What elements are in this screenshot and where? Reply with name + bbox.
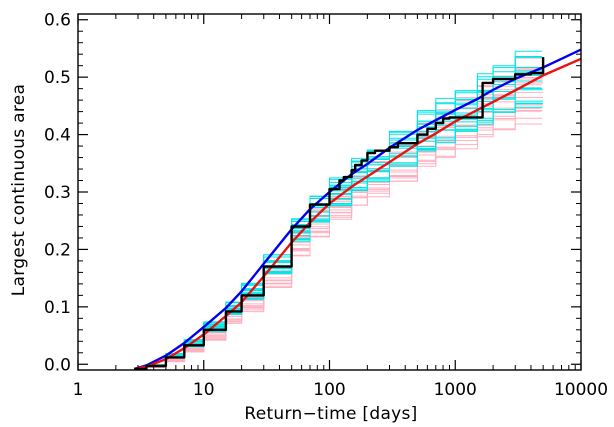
- x-tick-label: 1: [73, 380, 84, 400]
- pink-ensemble-line: [134, 67, 542, 370]
- x-tick-label: 10: [193, 380, 215, 400]
- pink-ensemble-line: [134, 110, 542, 370]
- series-layer: [133, 48, 582, 371]
- x-axis-label: Return−time [days]: [244, 404, 417, 424]
- pink-ensemble-line: [134, 77, 542, 370]
- cyan-ensemble-line: [134, 106, 543, 370]
- pink-ensemble-line: [134, 107, 542, 370]
- y-tick-label: 0.2: [44, 240, 71, 260]
- x-tick-label: 10000: [554, 380, 608, 400]
- cyan-ensemble-line: [134, 70, 543, 370]
- cyan-ensemble-line: [134, 100, 543, 370]
- labels-layer: Return−time [days] Largest continuous ar…: [9, 84, 417, 424]
- cyan-ensemble-line: [134, 102, 543, 370]
- axes-layer: 1 10 100 1000 10000 0.0 0.1 0.2 0.3 0.4 0.5 0.6: [44, 11, 608, 400]
- pink-ensemble-line: [134, 123, 543, 370]
- pink-ensemble-line: [134, 104, 543, 370]
- pink-ensemble-line: [134, 91, 543, 370]
- cyan-ensemble-line: [134, 88, 542, 370]
- pink-ensemble-line: [134, 97, 543, 370]
- black-series-line: [134, 57, 545, 371]
- y-tick-label: 0.0: [44, 355, 71, 375]
- y-tick-label: 0.5: [44, 68, 71, 88]
- cyan-ensemble-line: [134, 103, 543, 370]
- y-tick-label: 0.1: [44, 298, 71, 318]
- cyan-ensemble-line: [134, 74, 543, 370]
- red-series-line: [133, 57, 582, 371]
- cyan-ensemble-line: [134, 89, 543, 370]
- y-tick-label: 0.6: [44, 11, 71, 31]
- x-tick-label: 100: [313, 380, 345, 400]
- pink-ensemble-line: [134, 110, 543, 370]
- y-axis-label: Largest continuous area: [9, 84, 29, 296]
- pink-ensemble-line: [134, 117, 542, 370]
- y-tick-label: 0.4: [44, 126, 71, 146]
- y-tick-label: 0.3: [44, 183, 71, 203]
- x-tick-label: 1000: [434, 380, 477, 400]
